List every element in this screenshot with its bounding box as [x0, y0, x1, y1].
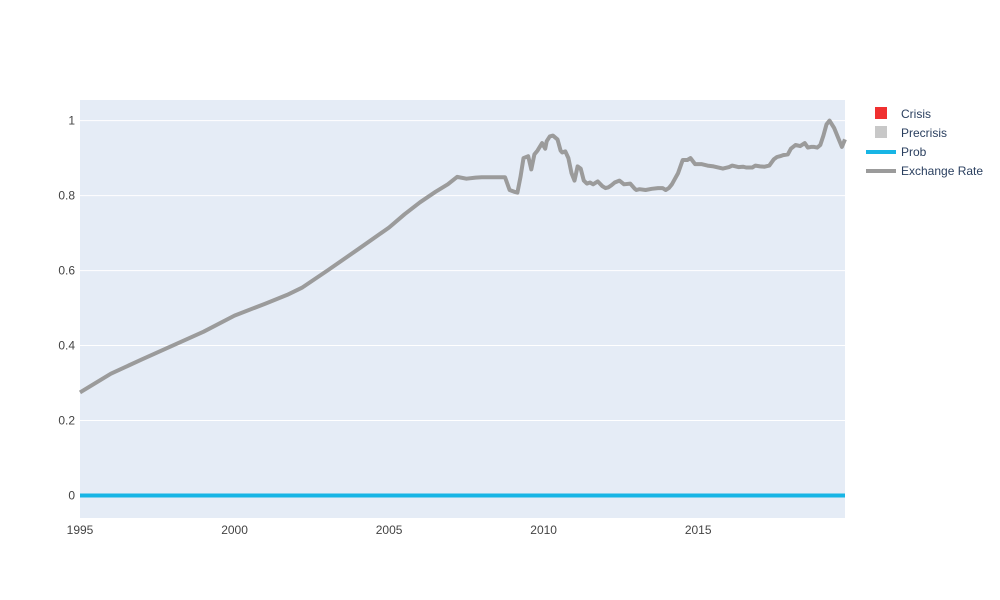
y-axis: 0 0.2 0.4 0.6 0.8 1	[58, 114, 75, 503]
y-tick-label: 0.4	[58, 339, 75, 353]
y-tick-label: 0.2	[58, 414, 75, 428]
plot-area	[80, 100, 845, 518]
x-axis: 1995 2000 2005 2010 2015	[67, 523, 712, 537]
legend-label: Prob	[901, 145, 927, 159]
legend-item-precrisis[interactable]: Precrisis	[875, 126, 947, 140]
y-gridlines	[80, 120, 845, 422]
x-tick-label: 2015	[685, 523, 712, 537]
y-tick-label: 0	[68, 489, 75, 503]
exchange-rate-line	[78, 118, 847, 395]
legend-swatch	[875, 126, 887, 138]
series-layer	[78, 118, 847, 498]
x-tick-label: 2005	[376, 523, 403, 537]
legend-label: Exchange Rate	[901, 164, 983, 178]
legend-label: Precrisis	[901, 126, 947, 140]
legend-item-crisis[interactable]: Crisis	[875, 107, 931, 121]
legend-label: Crisis	[901, 107, 931, 121]
legend[interactable]: Crisis Precrisis Prob Exchange Rate	[866, 107, 983, 178]
x-tick-label: 2010	[530, 523, 557, 537]
x-tick-label: 2000	[221, 523, 248, 537]
x-tick-label: 1995	[67, 523, 94, 537]
legend-item-prob[interactable]: Prob	[866, 145, 927, 159]
legend-swatch	[875, 107, 887, 119]
y-tick-label: 0.8	[58, 189, 75, 203]
y-tick-label: 0.6	[58, 264, 75, 278]
legend-item-exchange-rate[interactable]: Exchange Rate	[866, 164, 983, 178]
y-tick-label: 1	[68, 114, 75, 128]
